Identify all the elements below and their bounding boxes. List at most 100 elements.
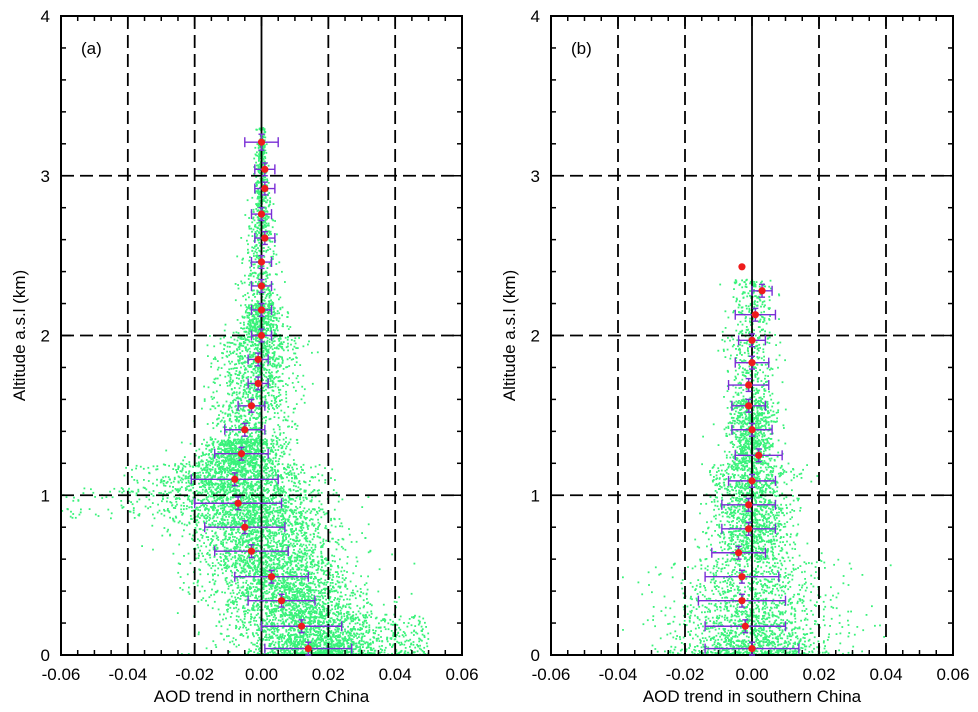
mean-marker-a-1 <box>261 165 269 173</box>
mean-marker-b-1 <box>758 287 766 295</box>
mean-point-b-1 <box>751 283 773 298</box>
mean-point-a-15 <box>193 496 283 511</box>
mean-marker-b-6 <box>745 402 753 410</box>
mean-point-b-7 <box>731 422 773 437</box>
x-axis-label-a: AOD trend in northern China <box>154 687 370 706</box>
mean-marker-a-14 <box>231 475 239 483</box>
mean-marker-a-0 <box>257 138 266 146</box>
mean-point-b-8 <box>734 448 783 463</box>
mean-point-a-4 <box>254 230 276 246</box>
mean-marker-a-6 <box>257 282 266 290</box>
mean-point-a-7 <box>250 302 273 318</box>
x-tick-label-a-m0p02: -0.02 <box>175 665 214 684</box>
mean-point-b-0 <box>738 263 746 271</box>
mean-point-b-5 <box>727 377 770 393</box>
mean-marker-a-10 <box>254 379 262 388</box>
x-tick-label-a-0p02: 0.02 <box>312 665 345 684</box>
mean-marker-a-21 <box>304 645 312 653</box>
mean-marker-a-13 <box>237 450 246 458</box>
y-tick-label-a-2: 2 <box>41 327 50 346</box>
panel-b-southern-china: -0.06 -0.04 -0.02 0.00 0.02 0.04 0.06 0 1 2 3 4 AOD … <box>500 7 970 706</box>
mean-marker-b-15 <box>741 622 749 630</box>
mean-point-a-2 <box>254 181 276 196</box>
mean-point-a-8 <box>250 328 273 343</box>
mean-marker-b-16 <box>748 645 756 653</box>
mean-point-a-6 <box>250 278 273 294</box>
mean-point-b-4 <box>734 355 770 370</box>
mean-point-b-6 <box>731 398 767 413</box>
mean-point-b-9 <box>727 473 777 488</box>
mean-marker-a-18 <box>267 573 276 581</box>
y-tick-label-a-1: 1 <box>41 486 50 505</box>
mean-point-a-13 <box>214 446 269 461</box>
mean-marker-a-8 <box>257 331 266 340</box>
mean-marker-b-4 <box>748 359 756 367</box>
mean-marker-a-20 <box>298 622 306 630</box>
x-tick-label-b-m0p02: -0.02 <box>666 665 705 684</box>
mean-marker-b-13 <box>738 573 746 581</box>
x-tick-label-a-0p04: 0.04 <box>379 665 412 684</box>
x-tick-label-b-0: 0.00 <box>735 665 768 684</box>
y-tick-label-a-4: 4 <box>41 7 50 26</box>
mean-point-b-13 <box>704 569 780 584</box>
mean-marker-b-7 <box>748 426 756 434</box>
mean-point-b-10 <box>721 497 777 512</box>
mean-point-b-16 <box>704 641 800 656</box>
y-tick-label-b-3: 3 <box>531 167 540 186</box>
mean-point-a-10 <box>247 376 269 391</box>
mean-point-b-3 <box>737 333 767 348</box>
mean-marker-b-3 <box>748 336 756 344</box>
mean-marker-a-5 <box>257 258 266 266</box>
x-tick-label-b-m0p06: -0.06 <box>532 665 571 684</box>
mean-marker-a-2 <box>261 184 269 193</box>
mean-marker-a-16 <box>241 523 249 531</box>
y-tick-label-b-1: 1 <box>531 486 540 505</box>
mean-marker-a-3 <box>257 210 266 218</box>
scatter-points-b <box>622 278 892 655</box>
y-tick-label-a-0: 0 <box>41 646 50 665</box>
y-tick-label-b-2: 2 <box>531 327 540 346</box>
x-axis-label-b: AOD trend in southern China <box>643 687 862 706</box>
y-tick-label-b-4: 4 <box>531 7 540 26</box>
mean-point-b-14 <box>697 593 787 608</box>
mean-point-b-12 <box>711 545 767 560</box>
mean-marker-b-2 <box>751 311 759 319</box>
mean-point-b-2 <box>734 307 777 322</box>
mean-marker-a-4 <box>261 234 269 242</box>
mean-marker-b-14 <box>738 597 746 605</box>
mean-point-a-19 <box>247 593 316 608</box>
x-tick-label-a-m0p04: -0.04 <box>108 665 147 684</box>
x-tick-label-b-0p06: 0.06 <box>936 665 969 684</box>
mean-marker-a-17 <box>247 547 256 555</box>
mean-point-a-18 <box>234 569 309 584</box>
x-tick-label-a-0: 0.00 <box>245 665 278 684</box>
y-tick-label-b-0: 0 <box>531 646 540 665</box>
mean-point-a-14 <box>190 472 279 487</box>
mean-marker-b-12 <box>735 549 743 557</box>
panel-label-b: (b) <box>571 39 592 58</box>
y-tick-label-a-3: 3 <box>41 167 50 186</box>
mean-marker-b-8 <box>755 451 763 459</box>
mean-point-a-0 <box>244 133 279 151</box>
mean-point-a-17 <box>214 544 289 559</box>
mean-point-a-21 <box>264 641 353 656</box>
panel-label-a: (a) <box>81 39 102 58</box>
x-tick-label-b-0p04: 0.04 <box>869 665 902 684</box>
mean-marker-a-9 <box>254 355 262 364</box>
x-tick-label-b-m0p04: -0.04 <box>599 665 638 684</box>
mean-marker-a-12 <box>241 426 249 434</box>
mean-point-a-11 <box>237 398 266 413</box>
mean-point-a-16 <box>203 520 286 535</box>
panel-a-northern-china: -0.06 -0.04 -0.02 0.00 0.02 0.04 0.06 0 1 2 3 4 AOD … <box>10 7 479 706</box>
mean-point-a-9 <box>247 352 269 367</box>
mean-marker-b-11 <box>745 525 753 533</box>
x-tick-label-b-0p02: 0.02 <box>802 665 835 684</box>
mean-marker-a-15 <box>234 499 242 507</box>
x-tick-label-a-0p06: 0.06 <box>445 665 478 684</box>
mean-point-a-1 <box>254 162 276 177</box>
mean-point-b-15 <box>704 619 787 634</box>
mean-marker-b-9 <box>748 477 756 485</box>
y-axis-label-a: Altitude a.s.l (km) <box>10 270 29 401</box>
mean-point-a-5 <box>250 254 273 270</box>
